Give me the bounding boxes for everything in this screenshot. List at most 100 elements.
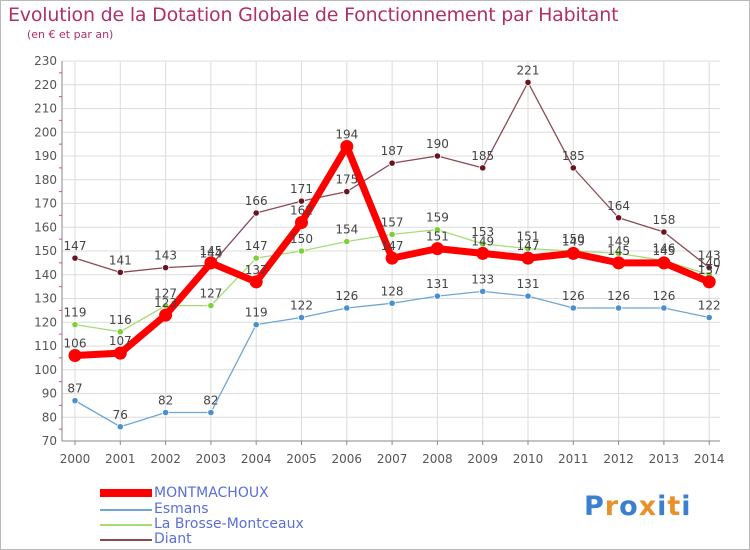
data-label: 145 bbox=[607, 244, 630, 258]
data-label: 149 bbox=[471, 234, 494, 248]
data-label: 145 bbox=[199, 244, 222, 258]
x-tick-label: 2003 bbox=[196, 452, 227, 466]
data-point bbox=[614, 304, 623, 312]
y-tick-label: 160 bbox=[34, 220, 57, 234]
data-point bbox=[343, 237, 351, 246]
data-point bbox=[660, 228, 668, 236]
data-label: 150 bbox=[290, 232, 313, 246]
logo-letter: i bbox=[681, 491, 692, 522]
data-label: 147 bbox=[517, 239, 540, 253]
data-point bbox=[614, 214, 623, 222]
y-tick-label: 140 bbox=[34, 268, 57, 282]
data-point bbox=[433, 226, 441, 234]
data-label: 143 bbox=[698, 249, 721, 263]
logo-letter: t bbox=[667, 491, 682, 522]
data-point bbox=[162, 264, 170, 272]
data-point bbox=[702, 275, 716, 289]
data-label: 190 bbox=[426, 137, 449, 151]
data-label: 187 bbox=[381, 144, 404, 158]
y-tick-label: 180 bbox=[34, 173, 57, 187]
x-tick-label: 2013 bbox=[649, 452, 680, 466]
y-tick-label: 230 bbox=[34, 54, 57, 68]
data-label: 116 bbox=[109, 313, 132, 327]
data-point bbox=[388, 299, 396, 307]
x-tick-label: 2000 bbox=[60, 452, 91, 466]
data-label: 162 bbox=[290, 204, 313, 218]
legend-swatch bbox=[100, 489, 152, 497]
data-point bbox=[388, 230, 396, 238]
data-point bbox=[249, 275, 263, 289]
data-label: 157 bbox=[381, 215, 404, 229]
data-label: 107 bbox=[109, 334, 132, 348]
data-point bbox=[479, 164, 487, 172]
legend-label: La Brosse-Montceaux bbox=[154, 516, 304, 532]
data-label: 122 bbox=[290, 299, 313, 313]
data-point bbox=[116, 423, 124, 431]
y-tick-label: 220 bbox=[34, 78, 57, 92]
data-label: 154 bbox=[335, 223, 358, 237]
y-tick-label: 170 bbox=[34, 197, 57, 211]
data-point bbox=[71, 397, 79, 405]
data-point bbox=[116, 268, 124, 276]
data-point bbox=[252, 254, 260, 262]
data-point bbox=[297, 313, 306, 322]
y-tick-label: 70 bbox=[42, 434, 57, 448]
x-tick-label: 2012 bbox=[603, 452, 634, 466]
data-point bbox=[71, 321, 79, 329]
legend-swatch bbox=[100, 539, 152, 541]
data-point bbox=[204, 256, 218, 270]
legend-item: Esmans bbox=[100, 501, 360, 519]
data-point bbox=[705, 264, 713, 272]
data-point bbox=[343, 188, 351, 196]
data-label: 147 bbox=[64, 239, 87, 253]
data-label: 126 bbox=[562, 289, 585, 303]
data-point bbox=[343, 304, 351, 312]
y-tick-label: 120 bbox=[34, 315, 57, 329]
x-tick-label: 2002 bbox=[150, 452, 181, 466]
data-point bbox=[524, 292, 532, 300]
data-label: 140 bbox=[698, 256, 721, 270]
y-tick-label: 90 bbox=[42, 387, 57, 401]
data-label: 164 bbox=[607, 199, 630, 213]
data-label: 144 bbox=[199, 246, 222, 260]
data-label: 126 bbox=[607, 289, 630, 303]
logo-letter: x bbox=[638, 491, 658, 522]
data-label: 151 bbox=[426, 230, 449, 244]
data-label: 128 bbox=[381, 284, 404, 298]
data-label: 119 bbox=[64, 306, 87, 320]
x-tick-label: 2008 bbox=[422, 452, 453, 466]
data-label: 133 bbox=[471, 272, 494, 286]
data-point bbox=[657, 256, 671, 270]
data-label: 82 bbox=[203, 394, 218, 408]
data-label: 126 bbox=[335, 289, 358, 303]
legend-label: Esmans bbox=[154, 501, 209, 517]
legend-swatch bbox=[100, 509, 152, 511]
data-point bbox=[660, 304, 668, 312]
legend-label: MONTMACHOUX bbox=[154, 485, 269, 501]
logo-letter: i bbox=[657, 491, 668, 522]
data-label: 131 bbox=[426, 277, 449, 291]
data-label: 159 bbox=[426, 211, 449, 225]
x-tick-label: 2001 bbox=[105, 452, 136, 466]
data-point bbox=[297, 247, 306, 255]
data-point bbox=[71, 254, 79, 262]
data-label: 194 bbox=[335, 128, 358, 142]
data-label: 143 bbox=[154, 249, 177, 263]
data-point bbox=[569, 164, 577, 172]
data-label: 119 bbox=[245, 306, 268, 320]
data-label: 149 bbox=[562, 234, 585, 248]
x-tick-label: 2004 bbox=[241, 452, 272, 466]
data-point bbox=[207, 302, 215, 310]
data-point bbox=[385, 251, 399, 265]
x-tick-label: 2007 bbox=[377, 452, 408, 466]
data-label: 76 bbox=[113, 408, 128, 422]
proxiti-logo: Proxiti bbox=[584, 491, 692, 522]
x-tick-label: 2005 bbox=[286, 452, 317, 466]
data-label: 106 bbox=[64, 337, 87, 351]
logo-letter: r bbox=[604, 491, 620, 522]
data-point bbox=[116, 328, 124, 336]
data-point bbox=[479, 287, 487, 295]
legend-swatch bbox=[100, 524, 152, 526]
y-tick-label: 150 bbox=[34, 244, 57, 258]
data-point bbox=[433, 292, 441, 300]
